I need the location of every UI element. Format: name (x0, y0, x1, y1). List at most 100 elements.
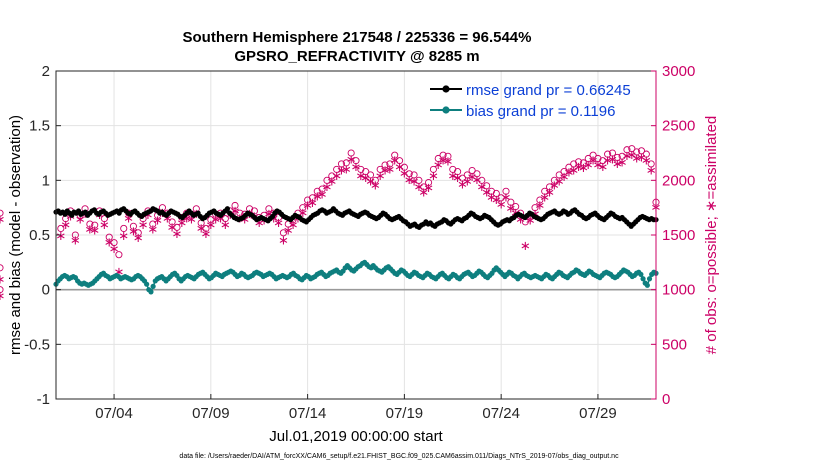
obs-assimilated-point: ∗ (525, 214, 536, 229)
x-tick-label: 07/09 (192, 405, 230, 422)
obs-possible-point (173, 223, 181, 231)
obs-assimilated-point: ∗ (263, 207, 274, 222)
bias-point (148, 289, 154, 295)
obs-possible-point (425, 178, 433, 187)
obs-assimilated-point: ∗ (133, 231, 144, 246)
y-left-tick-label: 2 (42, 63, 50, 80)
obs-assimilated-point: ∗ (413, 180, 424, 195)
obs-assimilated-point: ∗ (404, 173, 415, 188)
obs-assimilated-point: ∗ (486, 191, 497, 206)
obs-assimilated-point: ∗ (0, 289, 5, 304)
obs-possible-point (0, 286, 4, 294)
obs-possible-point (265, 205, 273, 213)
y-right-tick-label: 1500 (662, 227, 695, 244)
obs-possible-point (105, 233, 113, 241)
y-axis-left-label: rmse and bias (model - observation) (7, 115, 24, 355)
obs-assimilated-point: ∗ (302, 198, 313, 213)
x-tick-label: 07/04 (95, 405, 133, 422)
obs-possible-point (444, 152, 452, 160)
obs-assimilated-point: ∗ (317, 187, 328, 202)
obs-possible-point (323, 176, 331, 184)
obs-possible-point (531, 204, 539, 212)
obs-assimilated-point: ∗ (336, 163, 347, 178)
y-left-tick-label: -1 (37, 391, 50, 408)
obs-possible-point (410, 171, 418, 179)
obs-possible-point (429, 165, 437, 173)
obs-possible-point (637, 147, 646, 155)
obs-possible-point (371, 176, 379, 184)
obs-assimilated-point: ∗ (162, 212, 173, 227)
obs-assimilated-point: ∗ (622, 149, 633, 164)
x-tick-label: 07/29 (579, 405, 617, 422)
obs-assimilated-point: ∗ (205, 218, 216, 233)
obs-assimilated-point: ∗ (370, 179, 381, 194)
obs-assimilated-point: ∗ (341, 162, 352, 177)
obs-assimilated-point: ∗ (172, 227, 183, 242)
obs-possible-point (236, 209, 244, 217)
obs-possible-point (400, 163, 408, 171)
obs-possible-point (487, 187, 496, 195)
obs-assimilated-point: ∗ (75, 213, 86, 228)
obs-assimilated-point: ∗ (626, 148, 637, 163)
obs-assimilated-point: ∗ (592, 158, 603, 173)
obs-possible-point (463, 171, 471, 179)
obs-possible-point (502, 187, 510, 195)
y-axis-right-ticks: 3000 2500 2000 1500 1000 500 0 (651, 63, 695, 408)
obs-possible-point (376, 165, 384, 173)
obs-possible-point (352, 157, 360, 165)
obs-possible-point (221, 215, 229, 223)
obs-possible-point (584, 154, 592, 163)
obs-assimilated-point: ∗ (239, 213, 250, 228)
obs-assimilated-point: ∗ (123, 212, 134, 227)
obs-assimilated-point: ∗ (84, 222, 95, 237)
obs-assimilated-point: ∗ (60, 218, 71, 233)
obs-possible-point (565, 163, 573, 171)
obs-assimilated-point: ∗ (109, 242, 120, 257)
obs-possible-point (642, 150, 650, 158)
obs-possible-point (560, 168, 568, 176)
obs-possible-point (454, 168, 462, 176)
obs-assimilated-point: ∗ (176, 216, 187, 231)
obs-assimilated-point: ∗ (534, 198, 545, 213)
y-axis-right-label: # of obs: o=possible; ∗=assimilated (703, 116, 720, 355)
obs-assimilated-point: ∗ (297, 206, 308, 221)
legend-rmse-marker (442, 85, 450, 93)
obs-assimilated-point: ∗ (283, 224, 294, 239)
obs-assimilated-point: ∗ (433, 158, 444, 173)
obs-assimilated-point: ∗ (104, 236, 115, 251)
obs-possible-point (149, 220, 157, 228)
obs-assimilated-point: ∗ (351, 160, 362, 175)
obs-possible-point (347, 149, 355, 157)
obs-possible-point (337, 160, 346, 168)
obs-possible-point (623, 146, 631, 154)
obs-possible-point (478, 176, 486, 184)
obs-assimilated-point: ∗ (384, 162, 395, 177)
obs-possible-point (536, 196, 544, 204)
obs-possible-point (381, 161, 389, 169)
obs-assimilated-point: ∗ (563, 166, 574, 181)
obs-possible-point (608, 149, 617, 157)
obs-assimilated-series: ∗∗∗∗∗∗∗∗∗∗∗∗∗∗∗∗∗∗∗∗∗∗∗∗∗∗∗∗∗∗∗∗ ∗∗∗∗∗∗∗∗… (0, 148, 661, 304)
obs-assimilated-point: ∗ (254, 216, 265, 231)
obs-possible-point (507, 198, 515, 206)
obs-assimilated-point: ∗ (409, 174, 420, 189)
obs-assimilated-point: ∗ (481, 185, 492, 200)
obs-assimilated-point: ∗ (578, 161, 589, 176)
obs-assimilated-point: ∗ (167, 220, 178, 235)
y-right-tick-label: 2500 (662, 118, 695, 135)
y-left-tick-label: 0 (42, 282, 50, 299)
obs-possible-point (333, 165, 341, 173)
bias-point (646, 276, 653, 282)
obs-assimilated-point: ∗ (457, 178, 468, 193)
obs-possible-point (299, 204, 307, 212)
obs-possible-point (279, 229, 287, 237)
y-left-tick-label: -0.5 (24, 336, 50, 353)
obs-possible-point (599, 157, 607, 165)
obs-assimilated-point: ∗ (99, 218, 110, 233)
obs-assimilated-point: ∗ (215, 212, 226, 227)
obs-assimilated-point: ∗ (322, 180, 333, 195)
obs-assimilated-point: ∗ (0, 273, 5, 288)
obs-assimilated-point: ∗ (636, 150, 647, 165)
obs-assimilated-point: ∗ (307, 196, 318, 211)
bias-point (640, 276, 646, 282)
